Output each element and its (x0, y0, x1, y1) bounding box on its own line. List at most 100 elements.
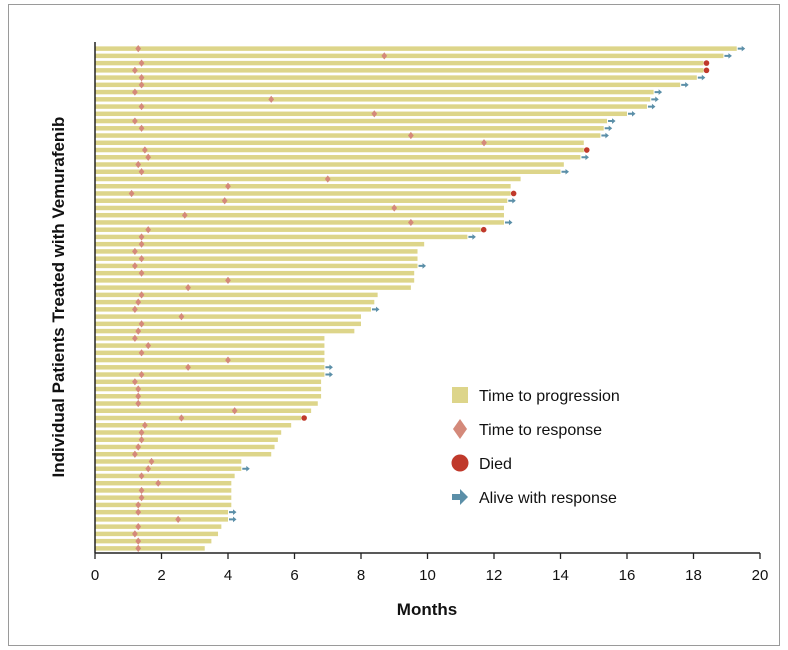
progression-bar (95, 205, 504, 211)
progression-bar (95, 126, 604, 131)
response-marker (138, 168, 145, 176)
progression-bar (95, 155, 581, 160)
x-tick-label: 14 (552, 567, 569, 584)
response-marker (138, 320, 145, 328)
progression-bar (95, 133, 601, 138)
response-marker (132, 334, 138, 342)
alive-arrow-marker (604, 125, 613, 132)
progression-bar (95, 292, 378, 298)
response-marker (381, 52, 388, 60)
progression-bar (95, 68, 704, 73)
progression-bar (95, 212, 504, 218)
progression-bar (95, 162, 564, 167)
progression-bar (95, 415, 302, 421)
alive-arrow-marker (508, 197, 516, 204)
alive-arrow-marker (647, 103, 656, 110)
x-tick-label: 4 (224, 567, 232, 584)
progression-bar (95, 220, 504, 225)
progression-bar (95, 147, 584, 153)
progression-bar (95, 451, 272, 457)
x-axis-ticks: 0 2 4 6 8 10 12 14 16 18 20 (91, 553, 768, 584)
response-marker (231, 407, 238, 415)
progression-bar (95, 473, 235, 479)
progression-bar (95, 234, 468, 240)
progression-bar (95, 502, 232, 508)
progression-bar (95, 198, 508, 203)
response-marker (145, 153, 152, 161)
alive-arrow-marker (229, 509, 237, 515)
alive-arrow-marker (418, 263, 427, 269)
x-tick-label: 10 (419, 567, 436, 584)
progression-bar (95, 176, 521, 182)
x-tick-label: 18 (685, 567, 702, 584)
x-tick-label: 8 (357, 567, 365, 584)
progression-bar (95, 343, 325, 348)
response-marker (135, 160, 142, 169)
alive-arrow-marker (601, 132, 609, 139)
legend-died-swatch (451, 454, 469, 472)
x-tick-label: 16 (619, 567, 636, 584)
progression-bar (95, 546, 205, 551)
response-marker (135, 399, 142, 408)
progression-bar (95, 524, 222, 529)
response-marker (128, 189, 135, 198)
response-marker (225, 276, 231, 284)
progression-bar (95, 350, 325, 356)
alive-arrow-marker (325, 371, 333, 378)
response-marker (145, 341, 152, 350)
event-markers (128, 45, 746, 552)
progression-bar (95, 270, 415, 276)
progression-bar (95, 278, 415, 283)
progression-bar (95, 466, 242, 471)
progression-bar (95, 46, 737, 51)
progression-bar (95, 183, 511, 189)
response-marker (135, 443, 142, 451)
response-marker (135, 385, 142, 393)
response-marker (138, 428, 145, 437)
response-marker (138, 349, 145, 357)
response-marker (138, 102, 145, 111)
x-tick-label: 0 (91, 567, 99, 584)
progression-bar (95, 517, 228, 522)
alive-arrow-marker (724, 53, 732, 59)
progression-bar (95, 423, 292, 428)
alive-arrow-marker (651, 96, 659, 103)
progression-bar (95, 488, 232, 493)
progression-bar (95, 82, 681, 88)
progression-bar (95, 285, 411, 290)
response-marker (138, 472, 145, 480)
progression-bar (95, 299, 375, 305)
progression-bar (95, 118, 608, 124)
legend-label: Time to progression (479, 388, 620, 405)
response-marker (225, 182, 231, 190)
alive-arrow-marker (229, 516, 237, 523)
x-tick-label: 6 (290, 567, 298, 584)
progression-bar (95, 459, 242, 464)
alive-arrow-marker (561, 168, 569, 175)
response-marker (148, 457, 155, 466)
response-marker (324, 175, 331, 183)
progression-bar (95, 357, 325, 363)
progression-bar (95, 104, 647, 109)
response-marker (145, 226, 152, 234)
alive-arrow-marker (654, 89, 663, 95)
progression-bar (95, 365, 325, 370)
progression-bar (95, 336, 325, 341)
progression-bar (95, 437, 278, 442)
response-marker (138, 255, 145, 263)
response-marker (132, 66, 138, 74)
progression-bar (95, 241, 425, 247)
progression-bar (95, 328, 355, 334)
response-marker (138, 233, 145, 241)
response-marker (407, 218, 414, 227)
response-marker (138, 124, 145, 132)
progression-bar (95, 408, 312, 414)
response-marker (132, 117, 138, 125)
progression-bar (95, 386, 322, 392)
progression-bars (95, 46, 737, 551)
progression-bar (95, 191, 511, 196)
response-marker (135, 45, 142, 53)
y-axis-title: Individual Patients Treated with Vemuraf… (49, 117, 68, 478)
response-marker (268, 95, 275, 103)
progression-bar (95, 169, 561, 174)
